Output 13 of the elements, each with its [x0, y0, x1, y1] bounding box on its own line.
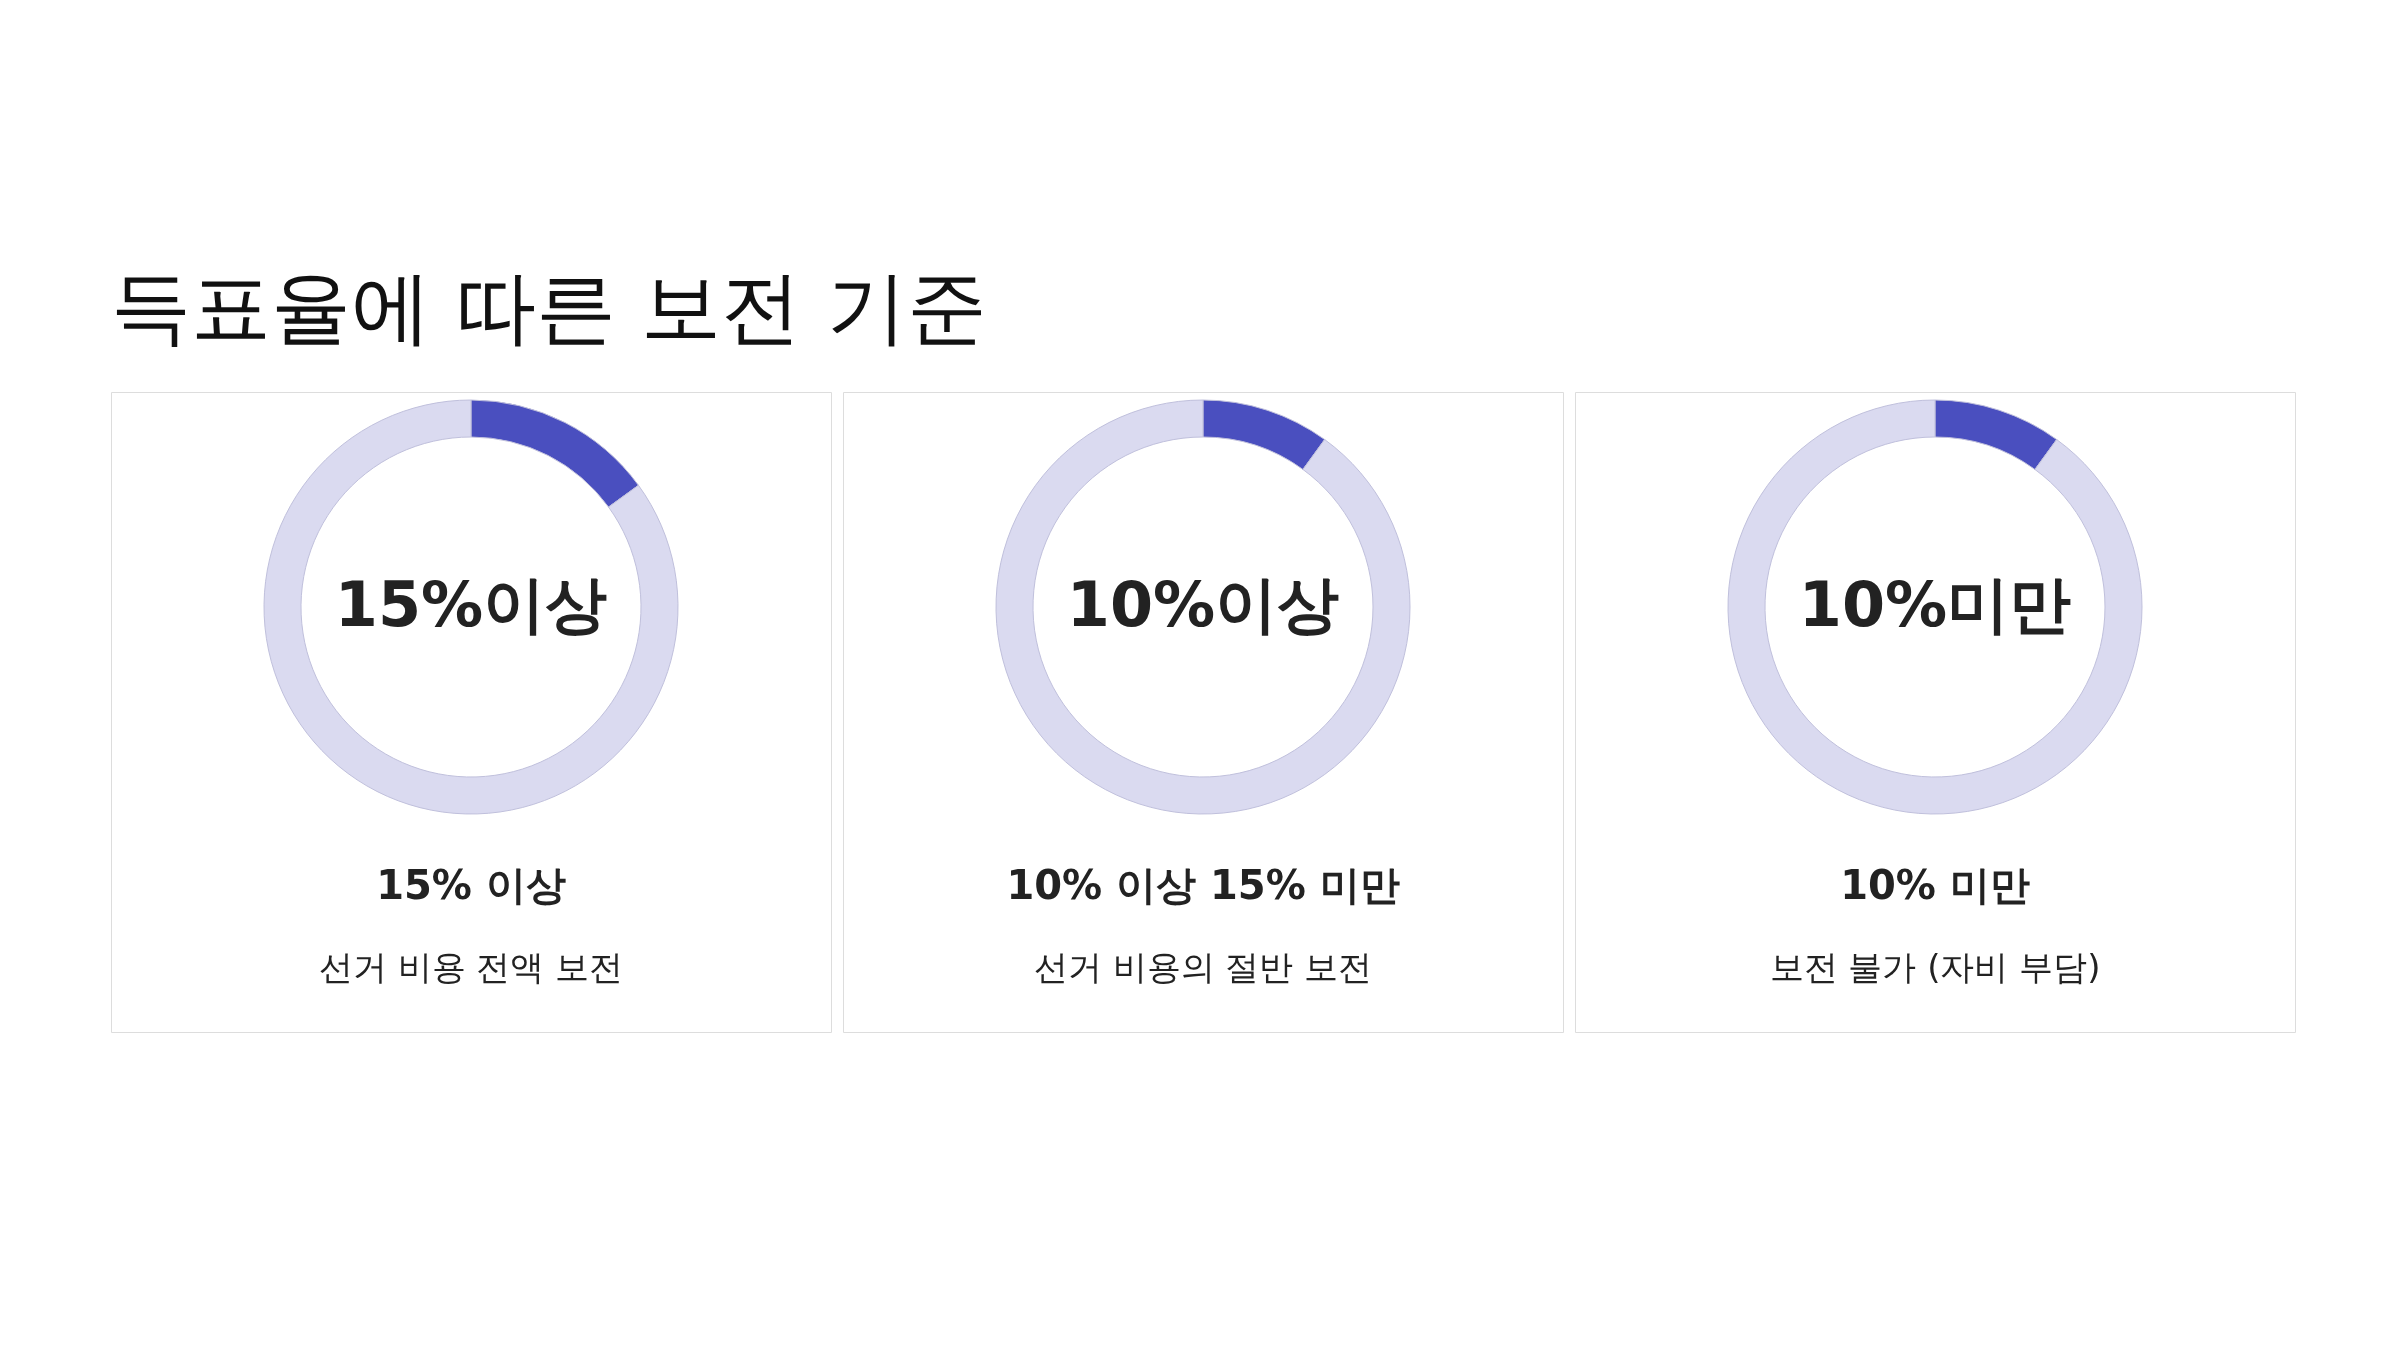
text: 10%미만	[1798, 568, 2072, 641]
donut-slice	[995, 399, 1411, 815]
text: 10%이상	[1066, 568, 1340, 641]
text: 15%이상	[334, 568, 608, 641]
donut-slice	[1727, 399, 2143, 815]
text: 보전 불가 (자비 부담)	[1769, 947, 2101, 987]
text: 15% 이상	[376, 862, 566, 908]
text: 10% 미만	[1840, 862, 2030, 908]
text: 선거 비용의 절반 보전	[1033, 947, 1373, 987]
donut-slice	[263, 399, 679, 815]
chart-title: 득표율에 따른 보전 기준	[110, 260, 987, 354]
text: 10% 이상 15% 미만	[1006, 862, 1400, 908]
text: 선거 비용 전액 보전	[318, 947, 624, 987]
